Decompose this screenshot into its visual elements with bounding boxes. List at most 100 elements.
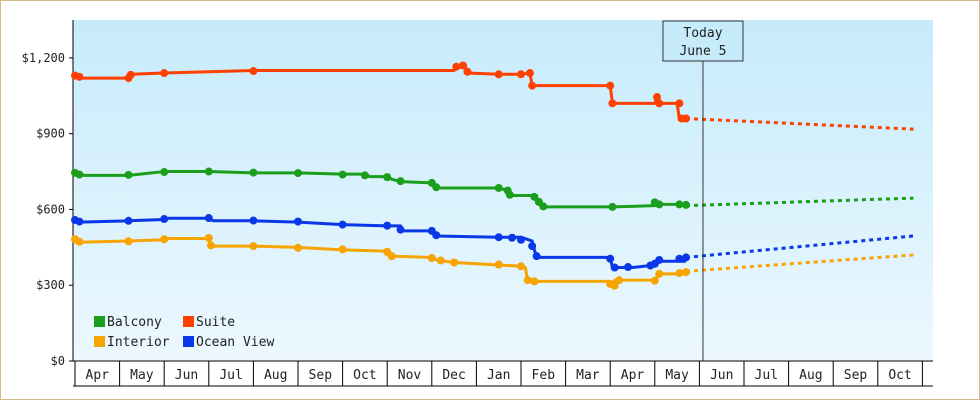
data-point-balcony	[539, 202, 548, 211]
month-label: Sep	[309, 368, 333, 383]
data-point-balcony	[75, 170, 84, 179]
data-point-interior	[294, 243, 302, 252]
data-point-suite	[494, 70, 503, 79]
data-point-interior	[387, 252, 396, 261]
data-point-ocean-view	[655, 255, 664, 264]
legend-label-balcony: Balcony	[107, 315, 162, 330]
data-point-ocean-view	[294, 217, 302, 226]
month-label: Jul	[755, 368, 778, 383]
month-label: Aug	[264, 368, 287, 383]
data-point-interior	[682, 268, 691, 277]
data-point-balcony	[682, 200, 691, 209]
data-point-interior	[160, 235, 169, 244]
data-point-ocean-view	[249, 216, 258, 225]
month-label: Jul	[219, 368, 242, 383]
data-point-suite	[608, 99, 617, 108]
legend-swatch-ocean-view	[183, 336, 194, 347]
data-point-ocean-view	[204, 214, 213, 223]
data-point-ocean-view	[75, 217, 84, 226]
data-point-ocean-view	[532, 252, 541, 261]
data-point-suite	[160, 69, 169, 78]
data-point-suite	[463, 67, 472, 76]
data-point-ocean-view	[606, 254, 615, 263]
data-point-ocean-view	[124, 216, 133, 225]
data-point-interior	[450, 258, 459, 267]
series-forecast-ocean-view	[685, 234, 914, 259]
legend-swatch-balcony	[94, 316, 105, 327]
month-label: Aug	[799, 368, 822, 383]
data-point-interior	[207, 241, 216, 250]
data-point-balcony	[608, 202, 617, 211]
data-point-suite	[675, 99, 684, 108]
y-tick-label: $1,200	[22, 51, 65, 65]
data-point-balcony	[396, 177, 405, 186]
month-label: Feb	[532, 368, 556, 383]
data-point-balcony	[294, 169, 302, 178]
data-point-interior	[436, 256, 445, 265]
data-point-balcony	[505, 190, 514, 199]
legend-label-ocean-view: Ocean View	[196, 335, 274, 350]
data-point-suite	[126, 70, 135, 79]
legend-label-interior: Interior	[107, 335, 170, 350]
data-point-suite	[517, 70, 525, 79]
data-point-suite	[653, 93, 662, 102]
month-label: Oct	[888, 368, 911, 383]
data-point-interior	[655, 269, 664, 278]
y-tick-label: $600	[36, 202, 65, 216]
data-point-ocean-view	[383, 221, 392, 230]
month-label: Jan	[487, 368, 510, 383]
data-point-suite	[525, 69, 534, 78]
data-point-suite	[459, 61, 468, 70]
data-point-interior	[517, 262, 525, 271]
data-point-balcony	[360, 171, 369, 180]
month-label: Mar	[576, 368, 600, 383]
data-point-ocean-view	[682, 253, 691, 262]
data-point-interior	[523, 276, 532, 285]
month-label: Jun	[710, 368, 733, 383]
legend-swatch-interior	[94, 336, 105, 347]
data-point-balcony	[675, 200, 684, 209]
month-label: Sep	[844, 368, 868, 383]
month-label: May	[130, 368, 154, 383]
data-point-interior	[610, 281, 619, 290]
data-point-suite	[655, 99, 664, 108]
data-point-suite	[249, 67, 258, 76]
data-point-interior	[675, 269, 684, 278]
data-point-suite	[452, 62, 461, 71]
data-point-ocean-view	[624, 263, 633, 272]
data-point-balcony	[383, 173, 392, 182]
data-point-interior	[530, 277, 539, 286]
data-point-suite	[682, 114, 691, 123]
data-point-interior	[338, 245, 347, 254]
data-point-ocean-view	[675, 254, 684, 263]
month-label: Apr	[86, 368, 110, 383]
series-forecast-balcony	[685, 196, 914, 208]
today-marker-box	[662, 20, 744, 62]
month-label: Jun	[175, 368, 198, 383]
data-point-ocean-view	[610, 263, 619, 272]
data-point-suite	[75, 72, 84, 81]
data-point-interior	[427, 253, 436, 262]
data-point-balcony	[655, 200, 664, 209]
data-point-interior	[75, 237, 84, 246]
month-label: Oct	[353, 368, 376, 383]
data-point-balcony	[494, 183, 503, 192]
data-point-interior	[249, 242, 258, 251]
month-label: May	[665, 368, 689, 383]
data-point-balcony	[204, 167, 213, 176]
data-point-balcony	[124, 170, 133, 179]
data-point-interior	[204, 233, 213, 242]
series-forecast-suite	[685, 117, 914, 131]
data-point-balcony	[432, 183, 441, 192]
data-point-suite	[528, 81, 537, 90]
data-point-balcony	[249, 168, 258, 177]
data-point-balcony	[160, 168, 169, 177]
data-point-ocean-view	[396, 225, 405, 234]
month-label: Apr	[621, 368, 645, 383]
series-forecast-interior	[685, 253, 914, 273]
series-line-balcony	[74, 170, 687, 209]
month-label: Dec	[442, 368, 465, 383]
data-point-ocean-view	[517, 235, 525, 244]
data-point-balcony	[338, 170, 347, 179]
